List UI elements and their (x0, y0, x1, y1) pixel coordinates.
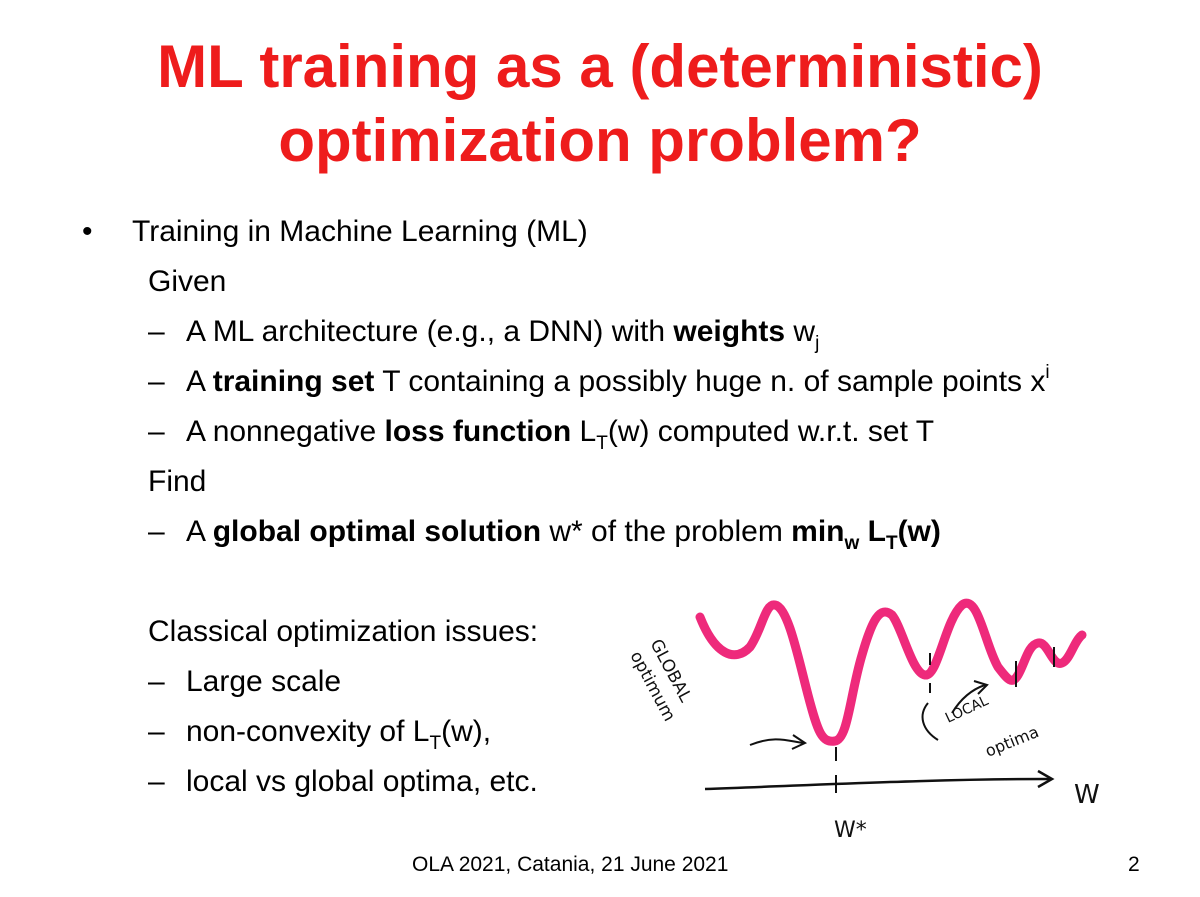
loss-curve (695, 598, 1087, 746)
dash: – (148, 665, 165, 698)
given-item-architecture: – A ML architecture (e.g., a DNN) with we… (148, 315, 820, 354)
local-label-line-1: LOCAL (943, 693, 991, 727)
bullet-symbol: • (82, 215, 93, 248)
footer-text: OLA 2021, Catania, 21 June 2021 (412, 853, 729, 876)
local-arrowhead-2 (973, 680, 989, 695)
bullet-heading: Training in Machine Learning (ML) (132, 215, 588, 248)
dash: – (148, 415, 165, 448)
w-axis-label: W (1074, 780, 1100, 810)
title-line-1: ML training as a (deterministic) (157, 33, 1043, 100)
dash: – (148, 315, 165, 348)
global-arrowhead (791, 734, 808, 750)
issues-label: Classical optimization issues: (148, 615, 539, 648)
dash: – (148, 365, 165, 398)
title-line-2: optimization problem? (278, 107, 922, 174)
global-arrow (749, 738, 804, 746)
issue-item-large-scale: – Large scale (148, 665, 342, 698)
w-axis-line (704, 777, 1051, 791)
loss-landscape-sketch: GLOBAL optimum LOCAL optima W W* (626, 598, 1100, 843)
wstar-label: W* (834, 818, 867, 843)
local-arrow-1 (921, 702, 939, 741)
find-label: Find (148, 465, 207, 498)
find-item-global-solution: – A global optimal solution w* of the pro… (148, 515, 941, 554)
local-label-line-2: optima (982, 722, 1041, 761)
given-item-training-set: – A training set T containing a possibly … (148, 362, 1050, 398)
dash: – (148, 715, 165, 748)
given-item-loss-function: – A nonnegative loss function LT(w) compu… (148, 415, 935, 454)
dash: – (148, 765, 165, 798)
page-number: 2 (1128, 853, 1140, 876)
slide-title: ML training as a (deterministic) optimiz… (0, 30, 1200, 178)
issue-item-non-convexity: – non-convexity of LT(w), (148, 715, 492, 754)
dash: – (148, 515, 165, 548)
local-arrow-2 (951, 684, 986, 714)
issue-item-local-vs-global: – local vs global optima, etc. (148, 765, 538, 798)
given-label: Given (148, 265, 227, 298)
w-axis-arrowhead (1037, 769, 1055, 789)
